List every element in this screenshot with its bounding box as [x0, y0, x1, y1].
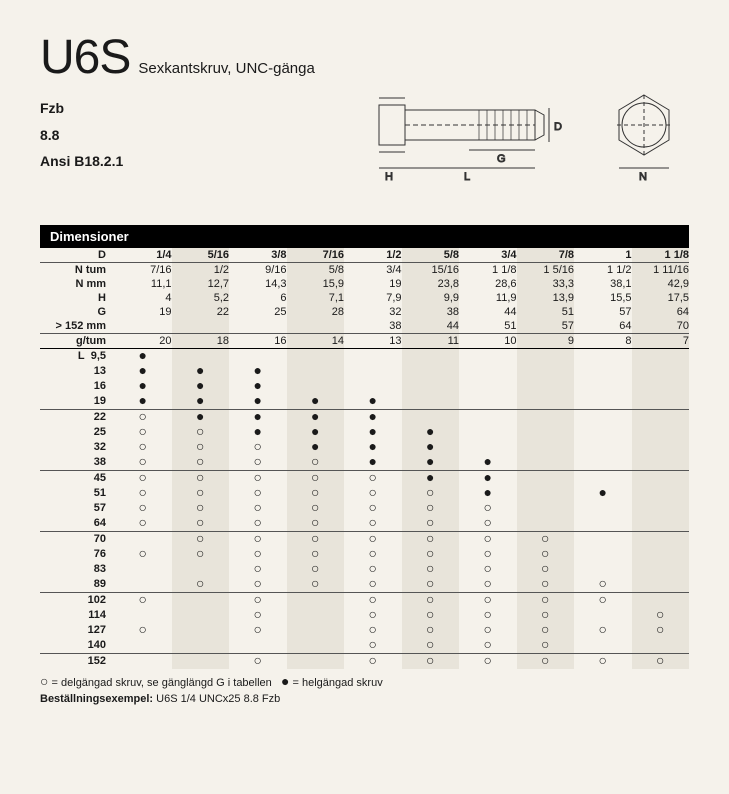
bolt-diagram: D G L H N: [369, 80, 689, 190]
legend-full: = helgängad skruv: [293, 677, 383, 689]
svg-text:H: H: [385, 171, 393, 183]
svg-text:D: D: [554, 121, 562, 133]
legend: ○ = delgängad skruv, se gänglängd G i ta…: [40, 675, 689, 708]
example-label: Beställningsexempel:: [40, 693, 153, 705]
legend-open: = delgängad skruv, se gänglängd G i tabe…: [52, 677, 272, 689]
example-text: U6S 1/4 UNCx25 8.8 Fzb: [156, 693, 280, 705]
product-subtitle: Sexkantskruv, UNC-gänga: [138, 60, 314, 77]
svg-text:G: G: [497, 153, 506, 165]
product-code: U6S: [40, 30, 130, 85]
dimensions-table: D1/45/163/87/161/25/83/47/811 1/8N tum7/…: [40, 248, 689, 669]
svg-text:L: L: [464, 171, 470, 183]
svg-text:N: N: [639, 171, 647, 183]
dimensions-header: Dimensioner: [40, 225, 689, 248]
